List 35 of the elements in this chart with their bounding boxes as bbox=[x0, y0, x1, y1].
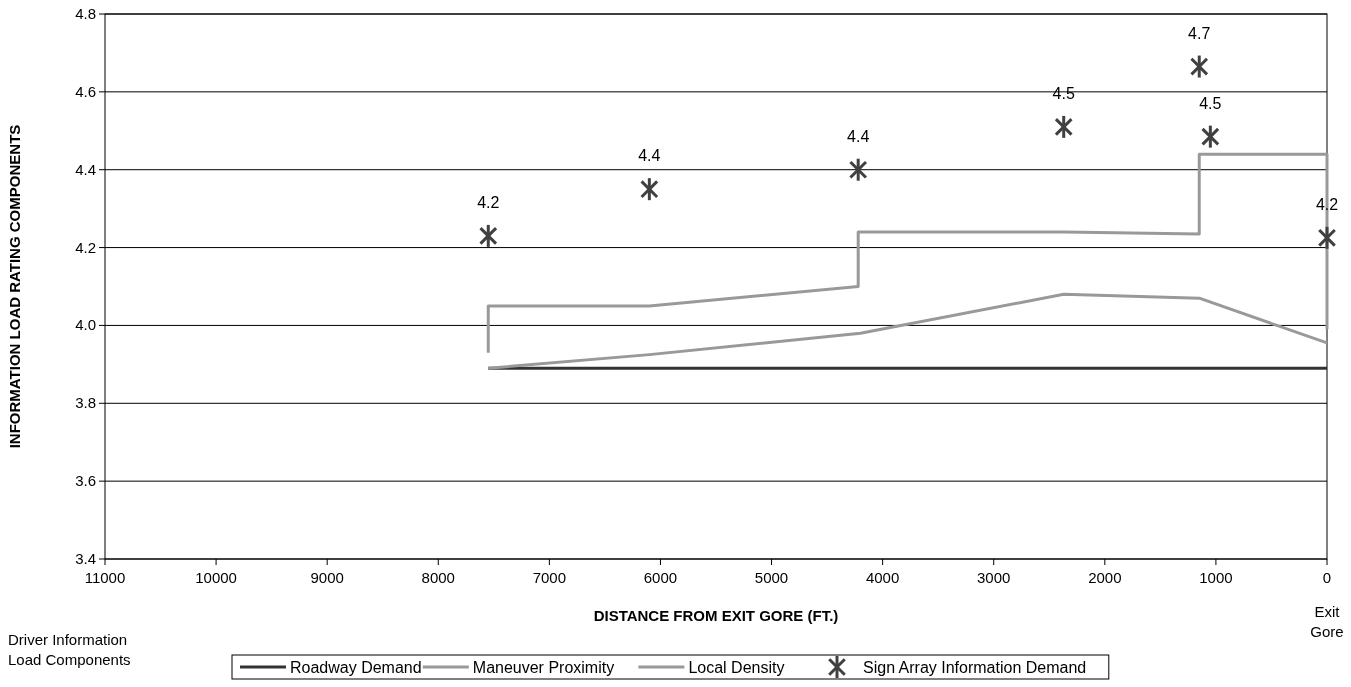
x-tick-label: 5000 bbox=[754, 569, 789, 586]
data-label: 4.4 bbox=[847, 127, 870, 145]
y-tick-label: 4.2 bbox=[75, 238, 96, 256]
x-tick-label: 7000 bbox=[532, 569, 567, 586]
x-tick-label: 3000 bbox=[977, 569, 1011, 586]
x-tick-label: 10000 bbox=[195, 569, 237, 586]
text: Driver Information Load Components bbox=[8, 631, 131, 668]
line-series bbox=[486, 292, 1329, 370]
y-tick-label: 3.6 bbox=[75, 472, 96, 490]
data-label: 4.2 bbox=[477, 193, 500, 211]
data-label: 4.2 bbox=[1315, 195, 1339, 213]
legend-label: Local Density bbox=[688, 659, 785, 676]
x-tick-label: 2000 bbox=[1088, 569, 1122, 586]
x-tick-label: 8000 bbox=[421, 569, 455, 586]
x-tick-label: 1000 bbox=[1199, 569, 1233, 586]
y-tick-label: 4.0 bbox=[75, 316, 96, 334]
y-tick-label: 4.4 bbox=[75, 160, 96, 178]
legend-label: Sign Array Information Demand bbox=[863, 659, 1087, 676]
x-tick-label: 0 bbox=[1322, 569, 1332, 586]
y-tick-label: 4.8 bbox=[75, 5, 96, 22]
y-tick-label: 3.8 bbox=[75, 394, 96, 412]
x-tick-label: 4000 bbox=[865, 569, 900, 586]
text: Exit Gore bbox=[1310, 603, 1344, 640]
x-tick-label: 9000 bbox=[310, 569, 344, 586]
legend-label: Maneuver Proximity bbox=[472, 659, 615, 676]
y-axis-title: INFORMATION LOAD RATING COMPONENTS bbox=[6, 124, 23, 449]
y-tick-label: 4.6 bbox=[75, 82, 96, 100]
data-label: 4.7 bbox=[1188, 24, 1211, 42]
data-label: 4.4 bbox=[638, 147, 661, 165]
y-tick-label: 3.4 bbox=[75, 550, 96, 567]
x-tick-label: 11000 bbox=[84, 569, 126, 586]
x-axis-title: DISTANCE FROM EXIT GORE (FT.) bbox=[593, 607, 839, 624]
data-label: 4.5 bbox=[1199, 94, 1222, 112]
legend-label: Roadway Demand bbox=[290, 659, 422, 676]
x-tick-label: 6000 bbox=[643, 569, 678, 586]
